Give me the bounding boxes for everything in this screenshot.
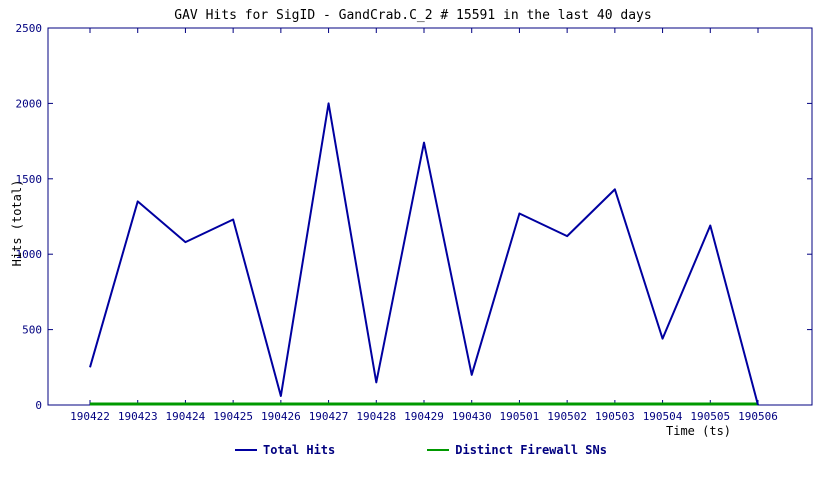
- x-tick-label: 190427: [309, 410, 349, 423]
- legend-line-swatch: [427, 449, 450, 451]
- x-tick-label: 190429: [404, 410, 444, 423]
- x-tick-label: 190504: [643, 410, 683, 423]
- x-tick-label: 190422: [70, 410, 110, 423]
- y-tick-label: 1000: [16, 248, 43, 261]
- series-line-total-hits: [89, 102, 759, 406]
- x-tick-label: 190505: [690, 410, 730, 423]
- x-tick-label: 190503: [595, 410, 635, 423]
- x-tick-label: 190502: [547, 410, 587, 423]
- y-axis-label: Hits (total): [10, 179, 24, 267]
- x-tick-label: 190424: [166, 410, 206, 423]
- y-tick-label: 1500: [16, 173, 43, 186]
- plot-border: [47, 27, 813, 406]
- x-tick-label: 190501: [500, 410, 540, 423]
- y-tick-label: 2000: [16, 97, 43, 110]
- y-tick-label: 2500: [16, 22, 43, 35]
- x-tick-label: 190428: [356, 410, 396, 423]
- x-tick-label: 190423: [118, 410, 158, 423]
- chart-legend: Total Hits Distinct Firewall SNs: [235, 443, 607, 457]
- chart-title: GAV Hits for SigID - GandCrab.C_2 # 1559…: [174, 8, 652, 23]
- legend-item-distinct-firewall-sns: Distinct Firewall SNs: [427, 443, 607, 457]
- x-axis-label: Time (ts): [666, 424, 732, 438]
- legend-item-total-hits: Total Hits: [235, 443, 335, 457]
- y-tick-label: 500: [22, 324, 42, 337]
- x-tick-label: 190426: [261, 410, 301, 423]
- x-tick-label: 190425: [213, 410, 253, 423]
- legend-line-swatch: [235, 449, 257, 451]
- legend-label: Total Hits: [263, 443, 336, 457]
- y-tick-label: 0: [35, 399, 42, 412]
- x-tick-label: 190430: [452, 410, 492, 423]
- legend-label: Distinct Firewall SNs: [455, 443, 607, 457]
- x-tick-label: 190506: [738, 410, 778, 423]
